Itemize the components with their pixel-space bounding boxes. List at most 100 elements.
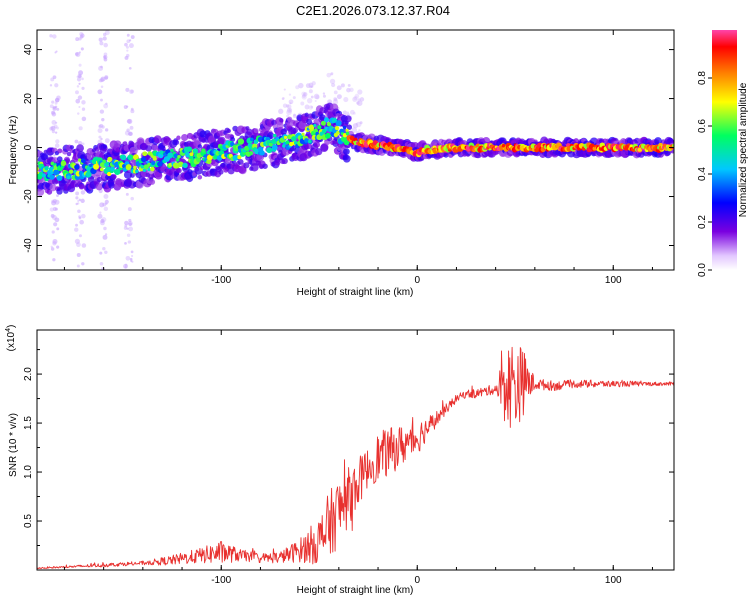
spectrogram-core-dot xyxy=(189,152,194,157)
spectrogram-y-tick-label: -20 xyxy=(23,189,34,204)
spectrogram-streak-dot xyxy=(130,107,134,111)
spectrogram-halo-dot xyxy=(250,163,259,172)
spectrogram-core-dot xyxy=(157,161,163,167)
spectrogram-streak-dot xyxy=(99,109,105,114)
spectrogram-plume-dot xyxy=(288,99,294,105)
spectrogram-plume-dot xyxy=(310,85,314,88)
spectrogram-halo-dot xyxy=(304,112,309,117)
colorbar-tick-label: 0.2 xyxy=(697,215,708,229)
spectrogram-halo-dot xyxy=(237,158,244,165)
spectrogram-plume-dot xyxy=(350,109,355,115)
spectrogram-halo-dot xyxy=(76,144,84,152)
spectrogram-plume-dot xyxy=(352,111,356,115)
snr-y-axis-label: SNR (10 * v/v) xyxy=(8,413,19,477)
spectrogram-core-dot xyxy=(289,141,294,147)
spectrogram-streak-dot xyxy=(75,196,79,200)
spectrogram-streak-dot xyxy=(56,95,61,101)
spectrogram-core-dot xyxy=(53,169,60,176)
spectrogram-core-dot xyxy=(120,154,127,161)
spectrogram-plume-dot xyxy=(353,95,358,101)
spectrogram-streak-dot xyxy=(100,218,105,224)
spectrogram-halo-dot xyxy=(385,138,390,143)
spectrogram-plume-dot xyxy=(332,99,339,105)
snr-y-tick-label: 1.5 xyxy=(23,416,34,430)
spectrogram-halo-dot xyxy=(149,179,156,185)
snr-frame xyxy=(36,329,675,571)
spectrogram-streak-dot xyxy=(131,254,134,257)
spectrogram-core-dot xyxy=(144,152,148,156)
spectrogram-streak-dot xyxy=(51,111,57,117)
spectrogram-streak-dot xyxy=(54,83,59,88)
snr-x-tick-label: -100 xyxy=(211,575,231,586)
spectrogram-plume-dot xyxy=(281,97,285,100)
spectrogram-plume-dot xyxy=(333,97,338,101)
spectrogram-streak-dot xyxy=(76,252,81,257)
spectrogram-core-dot xyxy=(85,171,92,178)
snr-scale-exponent: 4 xyxy=(5,328,12,332)
spectrogram-halo-dot xyxy=(181,134,189,142)
spectrogram-halo-dot xyxy=(108,182,115,189)
spectrogram-halo-dot xyxy=(344,115,352,123)
spectrogram-streak-dot xyxy=(79,219,84,225)
spectrogram-streak-dot xyxy=(126,33,130,37)
spectrogram-halo-dot xyxy=(57,148,63,154)
spectrogram-halo-dot xyxy=(243,162,250,169)
spectrogram-plume-dot xyxy=(304,104,310,110)
spectrogram-halo-dot xyxy=(52,157,59,163)
spectrogram-streak-dot xyxy=(75,202,78,206)
spectrogram-streak-dot xyxy=(101,217,107,223)
spectrogram-plume-dot xyxy=(310,95,314,99)
spectrogram-core-dot xyxy=(125,164,132,171)
spectrogram-streak-dot xyxy=(105,202,108,206)
spectrogram-streak-dot xyxy=(53,124,58,129)
spectrogram-core-dot xyxy=(336,130,341,135)
spectrogram-streak-dot xyxy=(50,247,55,251)
spectrogram-y-tick-label: -40 xyxy=(23,238,34,253)
spectrogram-frame xyxy=(36,29,675,271)
spectrogram-streak-dot xyxy=(54,217,60,223)
spectrogram-streak-dot xyxy=(52,238,58,245)
spectrogram-halo-dot xyxy=(170,174,175,180)
spectrogram-plume-dot xyxy=(346,111,349,114)
spectrogram-core-dot xyxy=(68,169,74,174)
spectrogram-y-tick-label: 0 xyxy=(23,144,34,150)
spectrogram-x-axis-label: Height of straight line (km) xyxy=(297,287,414,298)
spectrogram-streak-dot xyxy=(51,100,55,104)
figure-title: C2E1.2026.073.12.37.R04 xyxy=(296,3,450,18)
spectrogram-halo-dot xyxy=(313,141,321,148)
spectrogram-streak-dot xyxy=(97,128,103,134)
spectrogram-halo-dot xyxy=(343,148,350,155)
spectrogram-plume-dot xyxy=(308,82,314,88)
spectrogram-core-dot xyxy=(49,174,55,180)
spectrogram-plume-dot xyxy=(354,93,360,99)
spectrogram-core-dot xyxy=(74,164,80,170)
spectrogram-plume-dot xyxy=(283,88,286,91)
spectrogram-streak-dot xyxy=(130,89,134,94)
spectrogram-streak-dot xyxy=(125,53,130,58)
spectrogram-core-dot xyxy=(345,128,349,133)
spectrogram-core-dot xyxy=(308,124,315,131)
spectrogram-plume-dot xyxy=(298,82,304,89)
snr-scale-factor: (x104) xyxy=(5,325,17,352)
spectrogram-core-dot xyxy=(232,154,239,161)
spectrogram-core-dot xyxy=(99,167,104,172)
spectrogram-core-dot xyxy=(135,169,139,174)
spectrogram-plume-dot xyxy=(343,96,349,103)
spectrogram-streak-dot xyxy=(80,198,85,204)
spectrogram-plume-dot xyxy=(322,92,326,95)
spectrogram-axis-ticks xyxy=(37,30,674,270)
spectrogram-streak-dot xyxy=(75,37,80,42)
spectrogram-streak-dot xyxy=(55,139,60,144)
spectrogram-streak-dot xyxy=(100,98,103,102)
spectrogram-streak-dot xyxy=(124,42,128,47)
spectrogram-core-dot xyxy=(173,153,179,159)
spectrogram-streak-dot xyxy=(126,119,132,124)
spectrogram-core-dot xyxy=(192,148,199,154)
spectrogram-streak-dot xyxy=(99,41,104,46)
spectrogram-streak-dot xyxy=(123,263,128,269)
spectrogram-streak-dot xyxy=(99,123,104,128)
spectrogram-core-dot xyxy=(93,163,100,170)
snr-axis-ticks xyxy=(37,330,674,570)
spectrogram-core-dot xyxy=(331,117,338,123)
spectrogram-halo-dot xyxy=(176,135,181,140)
